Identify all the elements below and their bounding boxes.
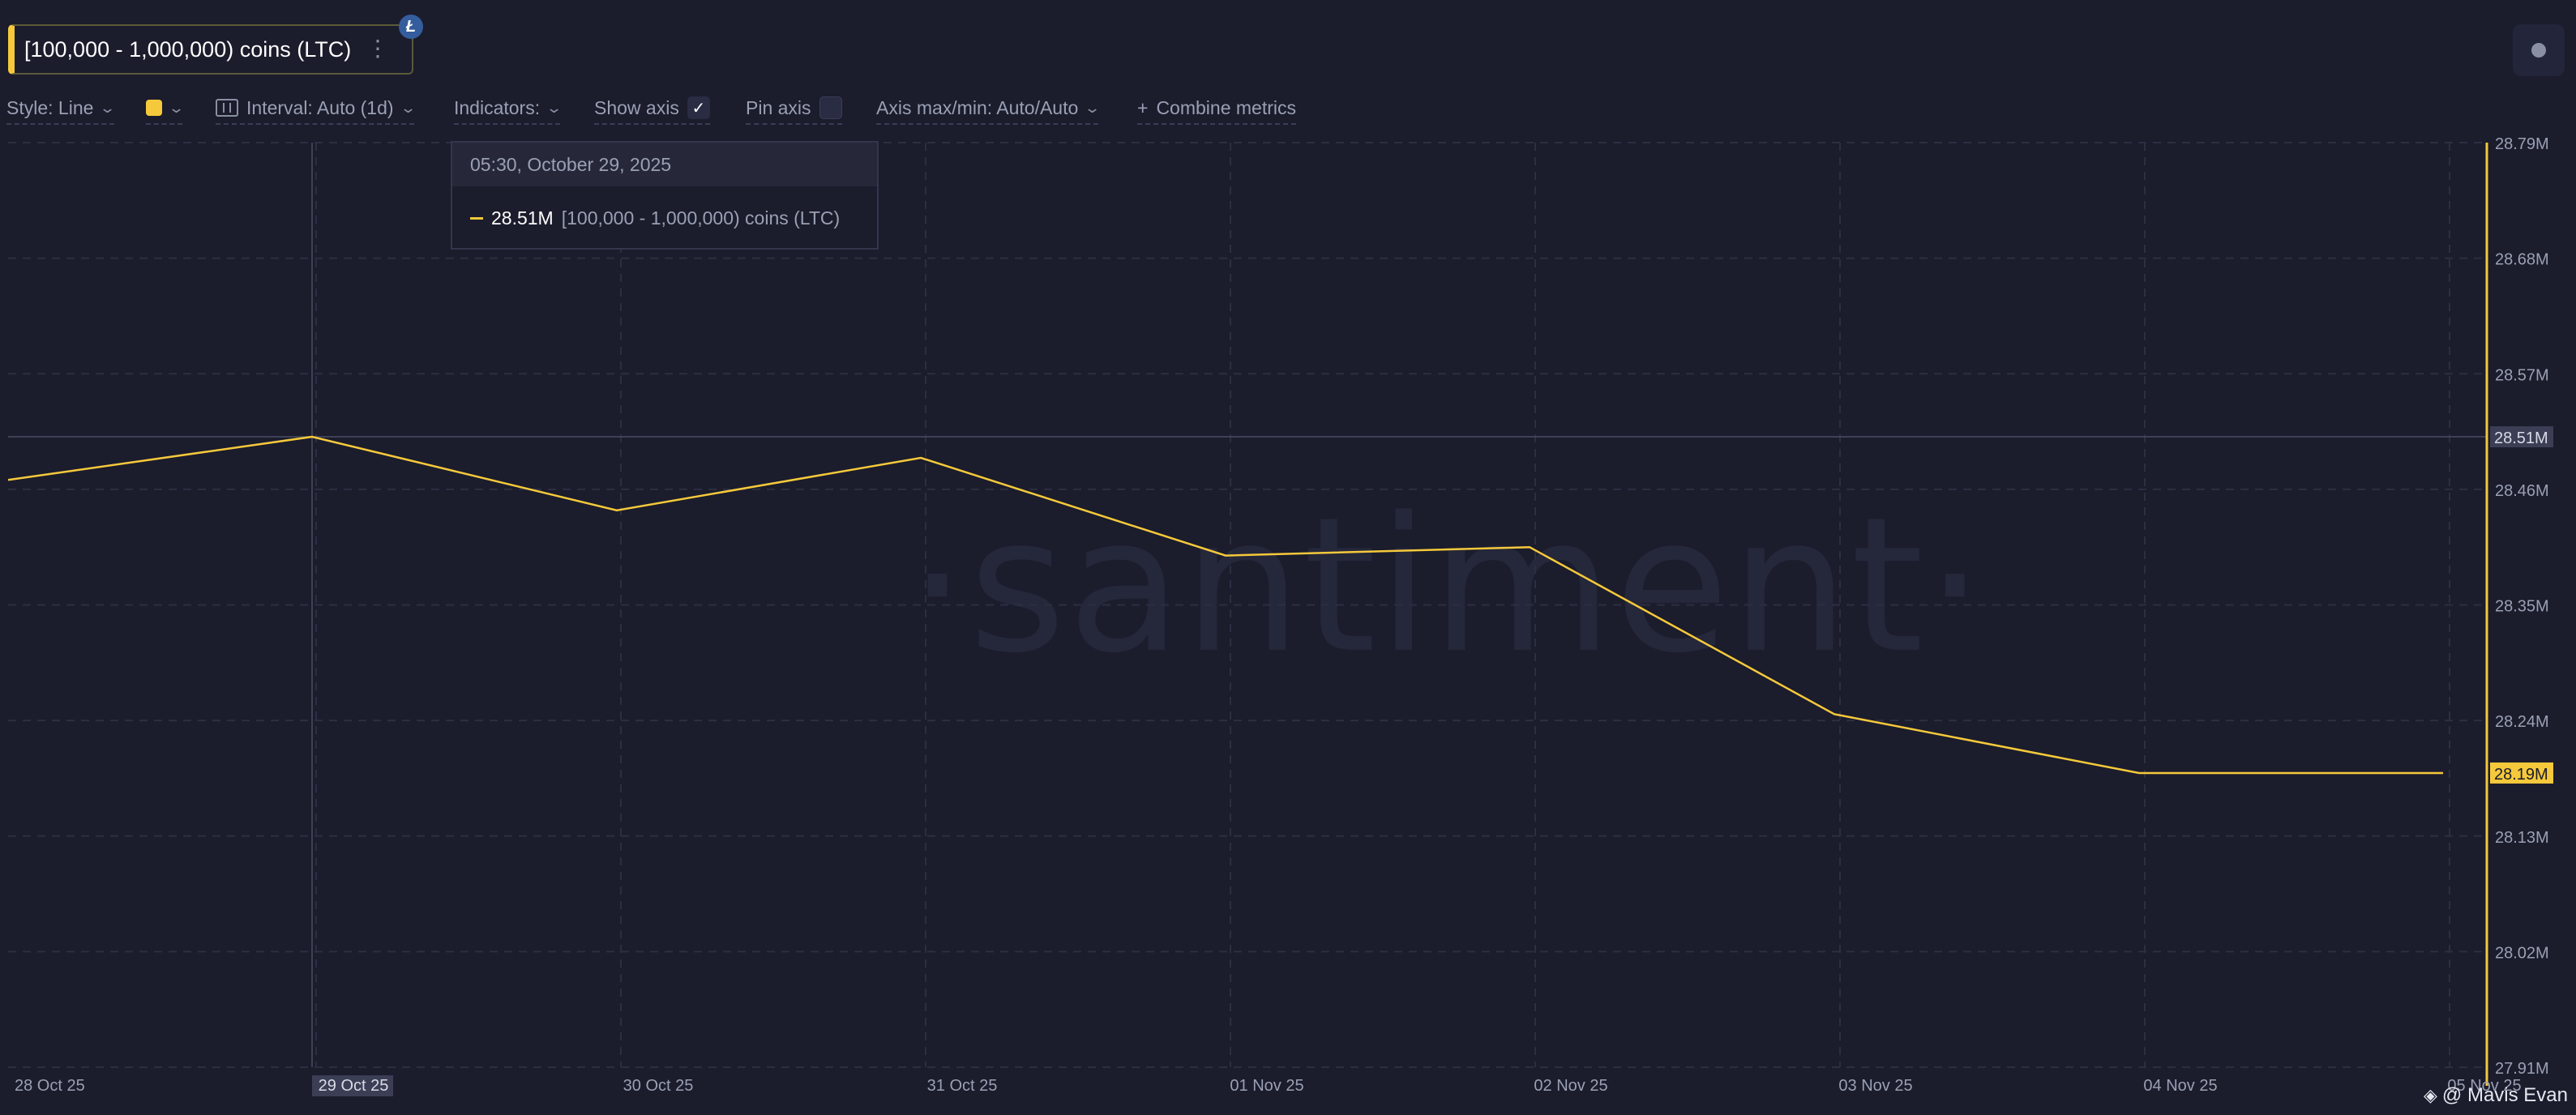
y-tick-label: 28.24M [2495,713,2549,731]
crosshair-y-label: 28.51M [2490,426,2553,448]
plus-icon: + [1137,96,1149,118]
indicators-dropdown[interactable]: Indicators: ⌄ [454,92,563,125]
x-tick-label: 02 Nov 25 [1534,1077,1607,1095]
litecoin-icon: Ł [399,15,423,39]
y-tick-label: 28.68M [2495,251,2549,269]
tooltip-datetime: 05:30, October 29, 2025 [452,143,877,186]
settings-dot-button[interactable] [2513,24,2565,76]
y-tick-label: 28.46M [2495,482,2549,500]
x-tick-label: 30 Oct 25 [623,1077,694,1095]
chevron-down-icon: ⌄ [1084,99,1102,116]
x-tick-label: 05 Nov 25 [2447,1077,2521,1095]
y-tick-label: 28.13M [2495,829,2549,847]
x-tick-label: 03 Nov 25 [1838,1077,1912,1095]
interval-label: Interval: Auto (1d) [246,96,394,118]
crosshair-y-label-text: 28.51M [2494,429,2548,447]
tooltip-series-name: [100,000 - 1,000,000) coins (LTC) [561,207,841,229]
style-label: Style: Line [6,96,94,118]
chevron-down-icon: ⌄ [167,99,186,116]
y-tick-label: 28.79M [2495,135,2549,153]
crosshair-x-label-bg [312,1075,393,1096]
credit-text: @ Mavis Evan [2441,1084,2568,1106]
show-axis-checkbox[interactable]: ✓ [687,96,710,119]
interval-icon [216,99,238,117]
series-color-marker [470,216,483,220]
chart-tooltip: 05:30, October 29, 2025 28.51M [100,000 … [451,141,879,250]
combine-metrics-label: Combine metrics [1156,96,1296,118]
pin-axis-label: Pin axis [746,96,811,118]
last-value-label-bg [2490,762,2553,784]
tooltip-row: 28.51M [100,000 - 1,000,000) coins (LTC) [452,186,877,250]
show-axis-toggle[interactable]: Show axis ✓ [594,92,710,125]
dot-icon [2531,43,2546,58]
pin-axis-checkbox[interactable] [819,96,842,119]
x-tick-label: 01 Nov 25 [1230,1077,1303,1095]
x-tick-label: 04 Nov 25 [2143,1077,2217,1095]
crosshair-y-label-bg [2490,426,2553,448]
y-tick-label: 27.91M [2495,1060,2549,1078]
y-tick-label: 28.35M [2495,598,2549,616]
pin-axis-toggle[interactable]: Pin axis [746,92,842,125]
chevron-down-icon: ⌄ [546,99,563,116]
santiment-watermark: ·santiment· [908,478,1987,694]
more-options-icon[interactable]: ⋮ [366,36,389,61]
x-tick-label: 29 Oct 25 [319,1077,389,1095]
color-dropdown[interactable]: ⌄ [146,92,186,125]
metric-chip[interactable]: [100,000 - 1,000,000) coins (LTC) ⋮ [8,24,413,75]
author-credit: ◈ @ Mavis Evan [2424,1084,2568,1107]
chevron-down-icon: ⌄ [99,99,117,116]
y-tick-label: 28.02M [2495,944,2549,962]
metric-label: [100,000 - 1,000,000) coins (LTC) [24,36,352,62]
chart-toolbar: Style: Line ⌄ ⌄ Interval: Auto (1d) ⌄ In… [0,92,1378,128]
last-value-label: 28.19M [2490,762,2553,784]
indicators-label: Indicators: [454,96,541,118]
binance-logo-icon: ◈ [2424,1085,2437,1105]
x-tick-label: 28 Oct 25 [15,1077,85,1095]
tooltip-value: 28.51M [491,207,554,229]
axis-maxmin-dropdown[interactable]: Axis max/min: Auto/Auto ⌄ [876,92,1102,125]
axis-maxmin-label: Axis max/min: Auto/Auto [876,96,1079,118]
combine-metrics-button[interactable]: + Combine metrics [1137,92,1296,125]
show-axis-label: Show axis [594,96,679,118]
style-dropdown[interactable]: Style: Line ⌄ [6,92,117,125]
x-tick-label: 31 Oct 25 [927,1077,998,1095]
chevron-down-icon: ⌄ [399,99,417,116]
interval-dropdown[interactable]: Interval: Auto (1d) ⌄ [216,92,417,125]
last-value-label-text: 28.19M [2494,766,2548,784]
y-tick-label: 28.57M [2495,366,2549,384]
color-swatch [146,100,162,116]
